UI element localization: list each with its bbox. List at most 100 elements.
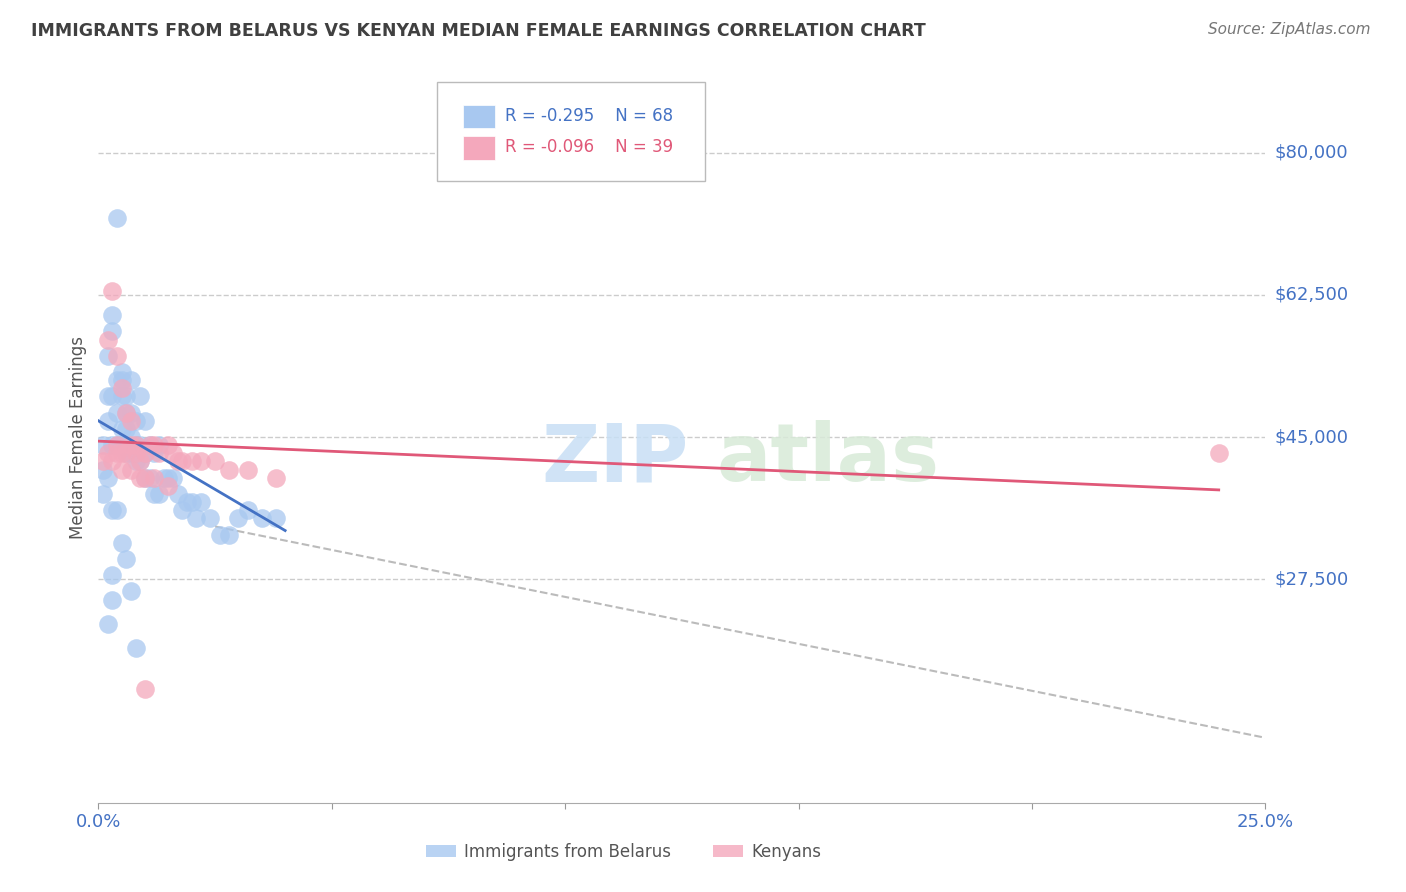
Point [120,373,142,387]
Point [115,446,138,460]
Point [115,422,138,436]
Point [120,414,142,428]
Text: R = -0.295    N = 68: R = -0.295 N = 68 [505,107,672,125]
Point [105,406,128,420]
Point [218,462,240,476]
Point [139,438,162,452]
Point [101,592,124,607]
Point [204,454,226,468]
Point [236,503,259,517]
Point [134,471,156,485]
Text: atlas: atlas [717,420,941,498]
Point [97,471,120,485]
Point [101,389,124,403]
Point [120,584,142,599]
Point [97,446,120,460]
Point [162,471,184,485]
Point [190,454,212,468]
Point [129,454,152,468]
Text: $45,000: $45,000 [1275,428,1348,446]
Text: $80,000: $80,000 [1275,144,1348,161]
Point [180,454,202,468]
Point [97,389,120,403]
Point [101,503,124,517]
Point [115,446,138,460]
Point [111,535,134,549]
Point [148,487,170,501]
Point [101,284,124,298]
Point [134,471,156,485]
Point [125,438,148,452]
Point [139,471,162,485]
Point [125,641,148,656]
Point [250,511,273,525]
Point [125,454,148,468]
Point [134,446,156,460]
Text: $62,500: $62,500 [1275,285,1348,304]
Point [120,406,142,420]
Point [152,471,174,485]
Point [120,462,142,476]
Point [91,462,114,476]
Point [105,438,128,452]
Point [148,446,170,460]
Text: Source: ZipAtlas.com: Source: ZipAtlas.com [1208,22,1371,37]
Point [143,487,166,501]
FancyBboxPatch shape [437,82,706,181]
Text: $27,500: $27,500 [1275,570,1348,589]
Point [111,422,134,436]
Point [200,511,222,525]
Point [139,438,162,452]
FancyBboxPatch shape [463,105,495,128]
Point [101,454,124,468]
Point [111,462,134,476]
Point [111,373,134,387]
Point [236,462,259,476]
Point [101,568,124,582]
Point [115,552,138,566]
Point [115,406,138,420]
Point [176,495,198,509]
Point [143,438,166,452]
Point [134,446,156,460]
Text: IMMIGRANTS FROM BELARUS VS KENYAN MEDIAN FEMALE EARNINGS CORRELATION CHART: IMMIGRANTS FROM BELARUS VS KENYAN MEDIAN… [31,22,925,40]
Point [143,471,166,485]
Point [129,471,152,485]
Point [101,438,124,452]
Point [101,325,124,339]
Point [1208,446,1230,460]
Point [120,430,142,444]
Point [129,438,152,452]
Point [105,446,128,460]
Point [162,446,184,460]
Point [111,446,134,460]
Point [129,389,152,403]
Point [186,511,208,525]
Point [105,373,128,387]
Point [97,333,120,347]
Point [97,617,120,632]
Point [143,446,166,460]
Point [157,438,180,452]
FancyBboxPatch shape [463,136,495,160]
Point [157,471,180,485]
Point [264,511,287,525]
Point [172,503,194,517]
Point [166,454,188,468]
Point [129,454,152,468]
Point [97,349,120,363]
Point [172,454,194,468]
Text: R = -0.096    N = 39: R = -0.096 N = 39 [505,138,672,156]
Point [120,438,142,452]
Point [91,454,114,468]
Point [125,446,148,460]
Point [111,381,134,395]
Point [115,406,138,420]
Point [180,495,202,509]
Point [120,446,142,460]
Point [105,503,128,517]
Point [228,511,250,525]
Point [105,438,128,452]
Point [134,414,156,428]
Point [105,349,128,363]
